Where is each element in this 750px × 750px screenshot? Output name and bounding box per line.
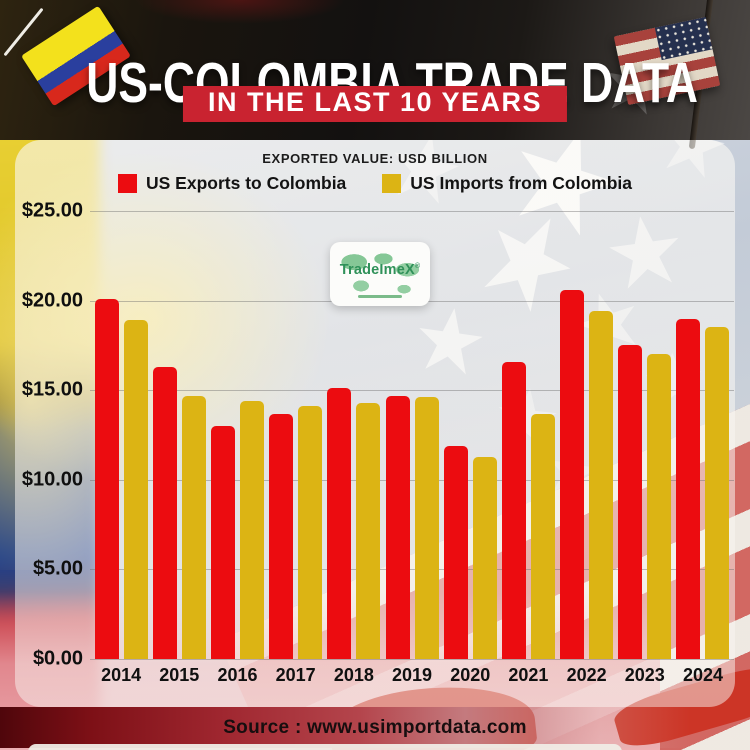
x-axis-label: 2014 xyxy=(101,665,142,685)
x-axis-label: 2015 xyxy=(159,665,200,685)
footer-band: Source : www.usimportdata.com xyxy=(0,707,750,748)
exports-bar-2024 xyxy=(676,318,701,659)
legend-label-exports: US Exports to Colombia xyxy=(146,173,347,193)
y-axis-tick: $10.00 xyxy=(21,468,83,491)
imports-swatch-icon xyxy=(382,174,402,193)
y-axis-tick: $15.00 xyxy=(21,378,83,401)
gridline xyxy=(90,659,734,660)
exports-bar-2021 xyxy=(501,361,526,659)
exports-bar-2022 xyxy=(560,289,585,659)
x-axis-label: 2019 xyxy=(392,665,433,685)
imports-bar-2015 xyxy=(181,395,206,659)
plot-area: 2014 2015 2016 2017 2018 2019 2020 2021 2022 2023… xyxy=(22,200,734,685)
exports-bar-2017 xyxy=(269,413,294,659)
x-axis-label: 2020 xyxy=(450,665,491,685)
bar-group-2022 xyxy=(558,211,616,659)
imports-bar-2024 xyxy=(705,327,730,659)
x-axis-label: 2024 xyxy=(682,665,723,685)
x-axis-label: 2023 xyxy=(624,665,665,685)
bottom-card-edge xyxy=(28,744,622,750)
imports-bar-2020 xyxy=(472,456,497,659)
y-axis-tick: $0.00 xyxy=(32,647,83,670)
legend-item-exports: US Exports to Colombia xyxy=(118,173,346,194)
chart-legend: US Exports to Colombia US Imports from C… xyxy=(15,173,735,194)
imports-bar-2023 xyxy=(647,354,672,659)
bar-group-2023 xyxy=(616,211,674,659)
bar-group-2020 xyxy=(441,211,499,659)
imports-bar-2016 xyxy=(239,400,264,659)
bar-group-2014 xyxy=(92,211,150,659)
title-banner: IN THE LAST 10 YEARS xyxy=(182,86,568,122)
exports-bar-2014 xyxy=(94,298,119,659)
exports-bar-2016 xyxy=(210,426,235,659)
imports-bar-2017 xyxy=(298,406,323,659)
imports-bar-2014 xyxy=(123,320,148,659)
exports-bar-2018 xyxy=(327,388,352,659)
x-axis-label: 2017 xyxy=(275,665,316,685)
source-text: Source : www.usimportdata.com xyxy=(223,716,527,738)
x-axis-label: 2018 xyxy=(333,665,374,685)
exports-swatch-icon xyxy=(118,174,137,193)
chart-caption: EXPORTED VALUE: USD BILLION xyxy=(262,151,488,166)
bar-group-2024 xyxy=(674,211,732,659)
exports-bar-2023 xyxy=(618,345,643,659)
tradeimex-logo: TradeImeX® xyxy=(330,242,430,306)
logo-text: TradeImeX® xyxy=(339,262,421,278)
legend-item-imports: US Imports from Colombia xyxy=(382,173,632,194)
y-axis-tick: $25.00 xyxy=(21,199,83,222)
exports-bar-2019 xyxy=(385,395,410,659)
bar-group-2015 xyxy=(150,211,208,659)
exports-bar-2020 xyxy=(443,445,468,659)
bar-group-2016 xyxy=(208,211,266,659)
bar-group-2017 xyxy=(267,211,325,659)
x-axis-label: 2016 xyxy=(217,665,258,685)
logo-subtext xyxy=(358,295,402,298)
imports-bar-2018 xyxy=(356,402,381,659)
x-axis-label: 2022 xyxy=(566,665,607,685)
imports-bar-2019 xyxy=(414,397,439,659)
imports-bar-2021 xyxy=(530,413,555,659)
exports-bar-2015 xyxy=(152,366,177,659)
bar-group-2021 xyxy=(499,211,557,659)
x-axis-label: 2021 xyxy=(508,665,549,685)
imports-bar-2022 xyxy=(589,311,614,659)
header: US-COLOMBIA TRADE DATA IN THE LAST 10 YE… xyxy=(0,0,750,150)
y-axis-tick: $20.00 xyxy=(21,289,83,312)
chart-panel: EXPORTED VALUE: USD BILLION US Exports t… xyxy=(15,140,735,707)
x-axis: 2014 2015 2016 2017 2018 2019 2020 2021 2022 2023… xyxy=(90,665,734,686)
y-axis-tick: $5.00 xyxy=(32,557,83,580)
legend-label-imports: US Imports from Colombia xyxy=(410,173,632,193)
